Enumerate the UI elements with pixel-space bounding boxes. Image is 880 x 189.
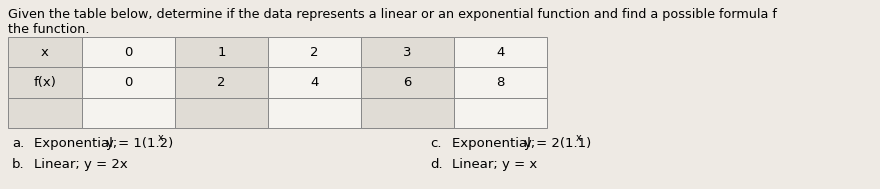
Bar (8, 67, 82, 98)
Text: 0: 0 (124, 46, 133, 59)
Text: b.: b. (12, 158, 25, 171)
Text: x: x (576, 133, 582, 143)
Text: Linear; y = 2x: Linear; y = 2x (34, 158, 128, 171)
Text: 8: 8 (496, 76, 505, 89)
Text: 4: 4 (496, 46, 505, 59)
Text: 4: 4 (311, 76, 319, 89)
Text: c.: c. (430, 137, 442, 150)
Bar (82, 98, 175, 128)
Text: y = 2(1.1): y = 2(1.1) (524, 137, 591, 150)
Bar (361, 98, 454, 128)
Bar (361, 67, 454, 98)
Bar (8, 37, 82, 67)
Bar (268, 98, 361, 128)
Bar (268, 67, 361, 98)
Text: 3: 3 (403, 46, 412, 59)
Text: 2: 2 (311, 46, 319, 59)
Text: Given the table below, determine if the data represents a linear or an exponenti: Given the table below, determine if the … (8, 8, 777, 21)
Text: d.: d. (430, 158, 443, 171)
Text: x: x (158, 133, 164, 143)
Bar (454, 67, 547, 98)
Text: 6: 6 (403, 76, 412, 89)
Text: y = 1(1.2): y = 1(1.2) (106, 137, 173, 150)
Bar (454, 37, 547, 67)
Text: f(x): f(x) (33, 76, 56, 89)
Bar (268, 37, 361, 67)
Text: Exponential;: Exponential; (34, 137, 121, 150)
Text: 1: 1 (217, 46, 225, 59)
Bar (8, 98, 82, 128)
Bar (175, 67, 268, 98)
Text: x: x (41, 46, 49, 59)
Text: the function.: the function. (8, 23, 90, 36)
Bar (361, 37, 454, 67)
Bar (82, 67, 175, 98)
Text: 0: 0 (124, 76, 133, 89)
Bar (175, 37, 268, 67)
Bar (82, 37, 175, 67)
Text: a.: a. (12, 137, 25, 150)
Text: 2: 2 (217, 76, 225, 89)
Bar (175, 98, 268, 128)
Text: Exponential;: Exponential; (452, 137, 539, 150)
Bar (454, 98, 547, 128)
Text: Linear; y = x: Linear; y = x (452, 158, 538, 171)
